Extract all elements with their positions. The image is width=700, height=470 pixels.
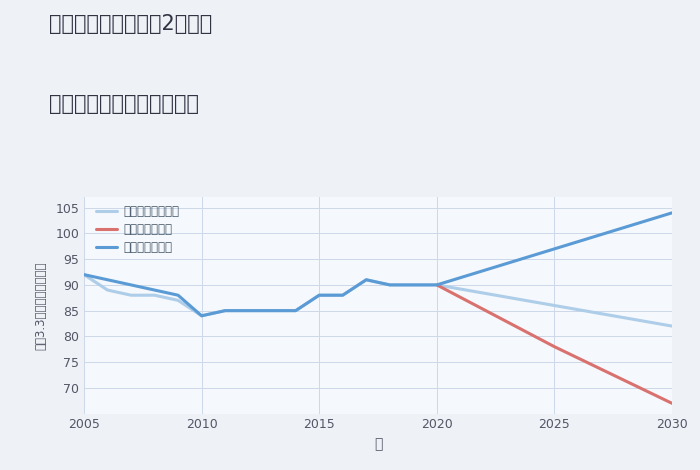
バッドシナリオ <box>550 344 559 350</box>
ノーマルシナリオ <box>268 308 277 313</box>
グッドシナリオ <box>197 313 206 319</box>
ノーマルシナリオ <box>362 277 370 282</box>
バッドシナリオ <box>433 282 441 288</box>
ノーマルシナリオ <box>221 308 230 313</box>
ノーマルシナリオ <box>127 292 135 298</box>
グッドシナリオ <box>668 210 676 216</box>
グッドシナリオ <box>362 277 370 282</box>
Line: ノーマルシナリオ: ノーマルシナリオ <box>84 274 672 326</box>
ノーマルシナリオ <box>315 292 323 298</box>
グッドシナリオ <box>174 292 182 298</box>
ノーマルシナリオ <box>197 313 206 319</box>
グッドシナリオ <box>409 282 417 288</box>
グッドシナリオ <box>150 287 159 293</box>
ノーマルシナリオ <box>80 272 88 277</box>
バッドシナリオ <box>668 400 676 406</box>
グッドシナリオ <box>433 282 441 288</box>
グッドシナリオ <box>268 308 277 313</box>
グッドシナリオ <box>127 282 135 288</box>
ノーマルシナリオ <box>150 292 159 298</box>
グッドシナリオ <box>550 246 559 252</box>
グッドシナリオ <box>339 292 347 298</box>
グッドシナリオ <box>386 282 394 288</box>
Line: グッドシナリオ: グッドシナリオ <box>84 213 672 316</box>
ノーマルシナリオ <box>104 287 112 293</box>
X-axis label: 年: 年 <box>374 437 382 451</box>
ノーマルシナリオ <box>174 298 182 303</box>
Line: バッドシナリオ: バッドシナリオ <box>437 285 672 403</box>
グッドシナリオ <box>315 292 323 298</box>
ノーマルシナリオ <box>550 303 559 308</box>
グッドシナリオ <box>80 272 88 277</box>
ノーマルシナリオ <box>339 292 347 298</box>
ノーマルシナリオ <box>668 323 676 329</box>
Y-axis label: 平（3.3㎡）単価（万円）: 平（3.3㎡）単価（万円） <box>34 261 47 350</box>
ノーマルシナリオ <box>433 282 441 288</box>
グッドシナリオ <box>291 308 300 313</box>
ノーマルシナリオ <box>291 308 300 313</box>
グッドシナリオ <box>244 308 253 313</box>
Text: 三重県名張市希央台2番町の: 三重県名張市希央台2番町の <box>49 14 212 34</box>
ノーマルシナリオ <box>386 282 394 288</box>
グッドシナリオ <box>221 308 230 313</box>
グッドシナリオ <box>104 277 112 282</box>
ノーマルシナリオ <box>409 282 417 288</box>
Legend: ノーマルシナリオ, バッドシナリオ, グッドシナリオ: ノーマルシナリオ, バッドシナリオ, グッドシナリオ <box>96 205 179 254</box>
Text: 中古マンションの価格推移: 中古マンションの価格推移 <box>49 94 199 114</box>
ノーマルシナリオ <box>244 308 253 313</box>
